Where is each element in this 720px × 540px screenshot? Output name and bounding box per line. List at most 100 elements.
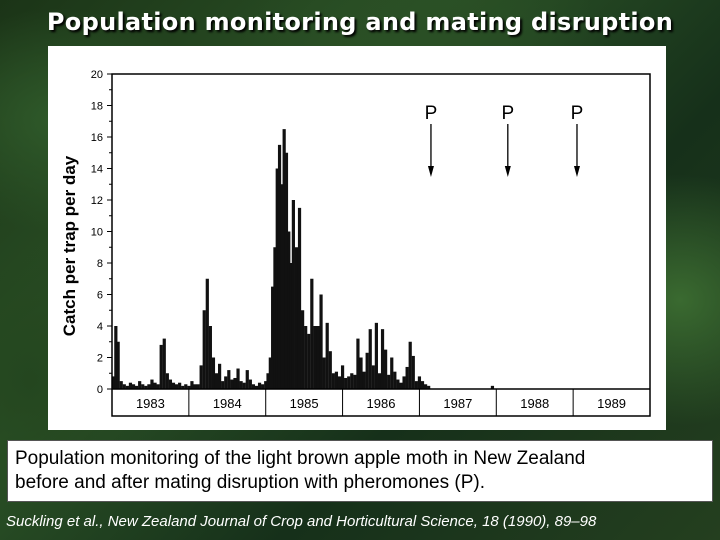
bar: [214, 373, 219, 389]
bar: [307, 333, 311, 389]
bar: [174, 384, 179, 389]
bar: [390, 357, 394, 389]
caption-box: Population monitoring of the light brown…: [7, 440, 713, 502]
y-tick-label: 12: [91, 195, 103, 207]
y-tick-label: 10: [91, 227, 103, 239]
bar: [224, 376, 228, 389]
bar: [264, 381, 268, 389]
bar: [393, 371, 397, 389]
bar: [417, 376, 422, 389]
bar: [365, 352, 369, 389]
bar: [356, 338, 360, 389]
y-tick-label: 18: [91, 101, 103, 113]
bar: [280, 184, 284, 389]
bar: [380, 329, 385, 389]
bar: [334, 371, 339, 389]
bar: [187, 385, 191, 389]
bar: [423, 384, 428, 389]
bar: [239, 381, 243, 389]
pheromone-arrowhead: [427, 166, 434, 177]
bar: [408, 341, 412, 389]
bar: [396, 379, 400, 389]
bar: [147, 384, 151, 389]
bar: [402, 376, 406, 389]
pheromone-arrowhead: [573, 166, 580, 177]
year-label: 1985: [290, 396, 319, 411]
bar: [125, 385, 129, 389]
bar: [171, 382, 176, 389]
bar: [322, 357, 326, 389]
bar: [297, 207, 302, 389]
bar: [313, 326, 317, 389]
bar: [405, 366, 409, 389]
bar: [248, 379, 252, 389]
figure-panel: 0 2 4 6 8 10 12 14 16 18 20 1983 1984 1985 1986 1987 19…: [48, 46, 666, 430]
bar: [384, 349, 388, 389]
bar: [119, 381, 123, 389]
bar: [162, 338, 166, 389]
bar: [230, 379, 234, 389]
bar: [282, 129, 286, 389]
bar: [251, 384, 256, 389]
bar: [271, 286, 275, 389]
bar: [131, 384, 136, 389]
pheromone-arrowhead: [504, 166, 511, 177]
citation: Suckling et al., New Zealand Journal of …: [6, 513, 597, 530]
bar: [196, 384, 200, 389]
bar: [284, 152, 289, 389]
bar: [199, 365, 203, 389]
year-label: 1983: [136, 396, 165, 411]
bar: [205, 278, 209, 389]
year-label: 1989: [597, 396, 626, 411]
bar: [242, 382, 246, 389]
bar: [347, 376, 351, 389]
bar: [114, 326, 118, 389]
bar: [310, 278, 314, 389]
bar: [304, 326, 308, 389]
year-label: 1984: [213, 396, 242, 411]
bars: [111, 129, 495, 389]
bar: [291, 200, 295, 389]
bar: [411, 355, 415, 389]
bar: [144, 385, 148, 389]
bar: [337, 376, 342, 389]
bar: [387, 374, 391, 389]
bar: [368, 329, 372, 389]
y-tick-label: 0: [97, 384, 103, 396]
bar: [353, 374, 357, 389]
bar: [128, 382, 133, 389]
year-label: 1988: [520, 396, 549, 411]
bar: [178, 382, 182, 389]
bar: [208, 326, 212, 389]
bar: [294, 247, 299, 389]
bar: [268, 357, 272, 389]
bar: [138, 381, 142, 389]
bar: [153, 382, 157, 389]
plot-frame: [111, 73, 651, 417]
y-tick-label: 4: [97, 321, 103, 333]
bar: [319, 294, 323, 389]
year-label: 1986: [367, 396, 396, 411]
y-tick-label: 8: [97, 258, 103, 270]
year-labels: 1983 1984 1985 1986 1987 1988 1989: [136, 396, 626, 411]
bar: [134, 385, 139, 389]
y-tick-label: 2: [97, 353, 103, 365]
bar: [111, 376, 116, 389]
caption-line-2: before and after mating disruption with …: [15, 472, 485, 493]
bar: [344, 377, 348, 389]
bar: [190, 381, 194, 389]
bar: [245, 370, 249, 389]
bar: [289, 263, 293, 389]
bar: [156, 384, 160, 389]
pheromone-label: P: [425, 103, 438, 124]
bar: [141, 384, 145, 389]
bar: [227, 370, 231, 389]
bar: [362, 371, 366, 389]
pheromone-label: P: [571, 103, 584, 124]
y-axis-label: Catch per trap per day: [60, 155, 79, 336]
bar: [273, 247, 277, 389]
bar: [340, 365, 345, 389]
bar: [371, 365, 375, 389]
slide-title: Population monitoring and mating disrupt…: [46, 8, 674, 36]
bar: [374, 322, 378, 389]
